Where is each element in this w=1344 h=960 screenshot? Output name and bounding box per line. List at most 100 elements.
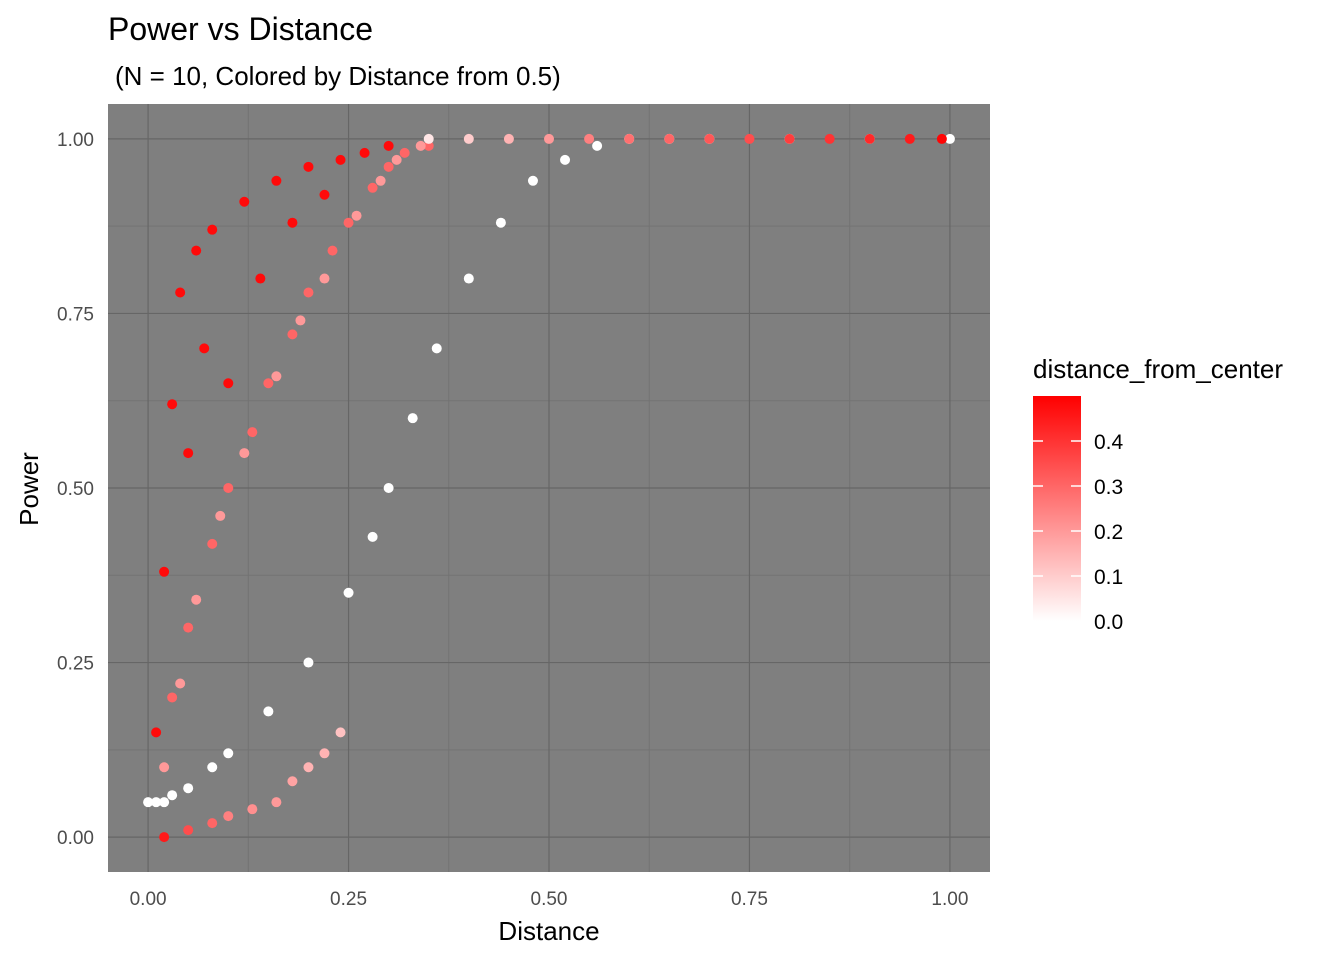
data-point	[175, 678, 186, 689]
data-point	[936, 133, 947, 144]
data-point	[191, 245, 202, 256]
legend-title: distance_from_center	[1033, 354, 1283, 384]
data-point	[503, 133, 514, 144]
y-tick-label: 1.00	[57, 130, 94, 151]
x-axis-title: Distance	[498, 916, 599, 946]
data-point	[319, 189, 330, 200]
data-point	[335, 154, 346, 165]
data-point	[407, 413, 418, 424]
data-point	[271, 371, 282, 382]
data-point	[423, 140, 434, 151]
data-point	[359, 147, 370, 158]
data-point	[263, 706, 274, 717]
data-point	[303, 287, 314, 298]
data-point	[327, 245, 338, 256]
data-point	[167, 790, 178, 801]
x-tick-label: 1.00	[931, 889, 968, 910]
data-point	[207, 818, 218, 829]
data-point	[167, 692, 178, 703]
data-point	[159, 832, 170, 843]
data-point	[207, 762, 218, 773]
data-point	[159, 797, 170, 808]
data-point	[143, 797, 154, 808]
data-point	[527, 175, 538, 186]
data-point	[207, 224, 218, 235]
data-point	[367, 531, 378, 542]
data-point	[319, 748, 330, 759]
data-point	[223, 748, 234, 759]
chart-title: Power vs Distance	[108, 11, 373, 47]
data-point	[784, 133, 795, 144]
data-point	[415, 140, 426, 151]
data-point	[904, 133, 915, 144]
data-point	[215, 510, 226, 521]
legend-label: 0.0	[1094, 611, 1123, 634]
data-point	[624, 133, 635, 144]
data-point	[864, 133, 875, 144]
data-point	[335, 727, 346, 738]
data-point	[239, 448, 250, 459]
data-point	[287, 329, 298, 340]
data-point	[263, 378, 274, 389]
data-point	[544, 133, 554, 144]
grid-major	[108, 104, 990, 872]
data-point	[175, 287, 186, 298]
data-point	[183, 448, 194, 459]
x-tick-label: 0.00	[130, 889, 167, 910]
data-point	[223, 811, 234, 822]
data-point	[191, 594, 202, 605]
x-tick-label: 0.50	[531, 889, 568, 910]
data-point	[167, 399, 178, 410]
y-axis-title: Power	[14, 452, 44, 526]
data-point	[183, 622, 194, 633]
legend-ticks: 0.0 0.1 0.2 0.3 0.4	[1033, 431, 1124, 634]
x-axis-ticks: 0.00 0.25 0.50 0.75 1.00	[130, 889, 969, 910]
legend-label: 0.3	[1094, 476, 1123, 499]
data-point	[592, 140, 603, 151]
chart-subtitle: (N = 10, Colored by Distance from 0.5)	[115, 61, 561, 91]
data-point	[271, 175, 282, 186]
data-point	[223, 483, 234, 493]
data-point	[560, 154, 571, 165]
data-point	[343, 587, 354, 598]
data-point	[383, 140, 394, 151]
data-point	[207, 538, 218, 549]
legend-label: 0.2	[1094, 521, 1123, 544]
data-point	[159, 566, 170, 577]
data-point	[199, 343, 210, 354]
y-axis-ticks: 0.00 0.25 0.50 0.75 1.00	[57, 130, 94, 849]
data-point	[303, 161, 314, 172]
data-point	[223, 378, 234, 389]
y-tick-label: 0.50	[57, 479, 94, 500]
data-point	[375, 175, 386, 186]
data-point	[151, 727, 162, 738]
data-point	[463, 273, 474, 284]
data-point	[303, 762, 314, 773]
data-point	[744, 133, 755, 144]
data-point	[287, 217, 298, 228]
data-point	[423, 133, 434, 144]
data-point	[343, 217, 354, 228]
data-point	[944, 133, 955, 144]
data-point	[495, 217, 506, 228]
data-point	[159, 762, 170, 773]
y-tick-label: 0.00	[57, 828, 94, 849]
data-point	[295, 315, 306, 326]
y-tick-label: 0.25	[57, 654, 94, 675]
data-point	[287, 776, 298, 787]
data-point	[391, 154, 402, 165]
data-point	[183, 783, 194, 794]
data-point	[183, 825, 194, 836]
data-point	[351, 210, 362, 221]
data-point	[151, 797, 162, 808]
data-point	[383, 161, 394, 172]
y-tick-label: 0.75	[57, 304, 94, 325]
data-point	[303, 657, 314, 668]
legend-colorbar	[1033, 396, 1081, 621]
legend-label: 0.4	[1094, 431, 1124, 454]
data-points	[143, 133, 955, 843]
data-point	[463, 133, 474, 144]
data-point	[255, 273, 266, 284]
data-point	[824, 133, 835, 144]
